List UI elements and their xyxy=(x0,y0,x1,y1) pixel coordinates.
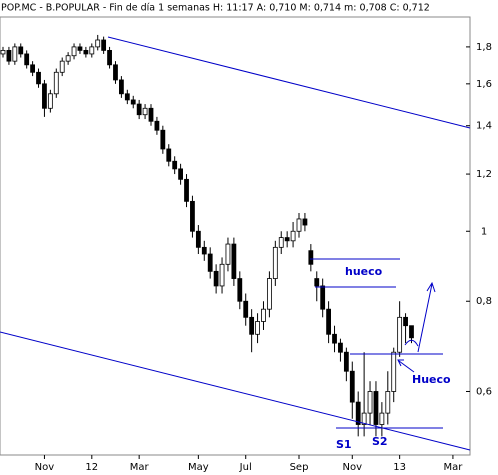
x-tick-label: Sep xyxy=(290,462,309,473)
candle-body xyxy=(338,342,343,353)
candle-body xyxy=(184,178,189,202)
candle-body xyxy=(308,250,314,265)
candle-body xyxy=(219,263,225,287)
candle-body xyxy=(124,93,130,101)
candle-body xyxy=(160,129,166,150)
candle-body xyxy=(397,316,403,353)
candle-body xyxy=(243,300,249,318)
candle-body xyxy=(148,107,154,122)
candle-body xyxy=(201,246,207,255)
candle-body xyxy=(255,321,260,335)
candle-body xyxy=(36,71,41,85)
candle-body xyxy=(284,237,290,242)
y-tick-label: 0,8 xyxy=(476,296,492,307)
candle-body xyxy=(130,99,136,105)
candle-body xyxy=(178,168,184,180)
candle-body xyxy=(166,148,172,162)
candle-body xyxy=(355,401,361,425)
candle-body xyxy=(107,49,112,66)
candle-body xyxy=(190,200,195,232)
x-tick-label: 12 xyxy=(85,462,98,473)
arrow xyxy=(417,281,436,353)
candle-body xyxy=(385,391,391,414)
candle-body xyxy=(278,237,284,248)
x-tick-label: Jul xyxy=(239,462,252,473)
candle-body xyxy=(213,270,219,287)
candle-body xyxy=(53,71,59,95)
y-tick-label: 1 xyxy=(481,226,487,237)
candle-body xyxy=(207,253,213,272)
arrow xyxy=(404,339,419,347)
chart-title: POP.MC - B.POPULAR - Fin de día 1 semana… xyxy=(1,3,430,14)
candle-body xyxy=(113,64,118,81)
candle-body xyxy=(0,49,6,55)
annotation: S2 xyxy=(372,435,388,448)
candle-body xyxy=(77,46,83,51)
candle-body xyxy=(296,218,302,232)
candle-body xyxy=(195,230,201,248)
candle-body xyxy=(83,49,89,55)
candle-body xyxy=(89,46,95,55)
candle-body xyxy=(326,308,332,335)
candle-body xyxy=(6,49,12,62)
x-tick-label: Nov xyxy=(35,462,55,473)
y-tick-label: 0,6 xyxy=(476,386,492,397)
candle-body xyxy=(42,83,47,109)
candle-body xyxy=(119,79,124,95)
candle-body xyxy=(290,230,296,242)
candle-body xyxy=(266,278,272,310)
candle-body xyxy=(373,391,379,425)
x-tick-label: Mar xyxy=(130,462,150,473)
plot-frame xyxy=(0,16,471,456)
candle-body xyxy=(18,46,24,55)
candle-body xyxy=(142,107,148,116)
x-tick-label: Mar xyxy=(443,462,463,473)
candle-body xyxy=(47,93,53,109)
candle-body xyxy=(30,64,36,73)
candle-body xyxy=(12,46,18,62)
candle-body xyxy=(172,160,178,170)
candle-body xyxy=(391,351,397,392)
candle-body xyxy=(403,316,408,327)
candle-body xyxy=(154,120,160,131)
candle-body xyxy=(225,243,231,265)
candle-body xyxy=(409,325,414,339)
candle-body xyxy=(379,412,385,425)
candle-body xyxy=(59,60,65,73)
candle-body xyxy=(101,39,107,51)
candle-body xyxy=(272,246,278,279)
channel-line xyxy=(0,331,471,451)
candle-body xyxy=(343,351,349,372)
candle-body xyxy=(249,316,255,335)
candle-body xyxy=(332,333,337,344)
candle-body xyxy=(261,308,266,322)
candle-body xyxy=(361,412,367,425)
annotation: Hueco xyxy=(412,373,451,386)
y-tick-label: 1,8 xyxy=(476,42,492,53)
annotation: S1 xyxy=(336,438,352,451)
x-tick-label: Nov xyxy=(343,462,363,473)
channel-line xyxy=(107,36,471,129)
candle-body xyxy=(367,391,373,414)
candle-body xyxy=(320,285,326,310)
candle-body xyxy=(349,370,355,403)
candle-body xyxy=(65,55,71,62)
candle-body xyxy=(136,103,142,116)
candle-body xyxy=(95,39,101,48)
y-tick-label: 1,2 xyxy=(476,169,492,180)
candle-body xyxy=(314,278,320,287)
candle-body xyxy=(71,46,77,57)
candle-body xyxy=(24,53,30,66)
y-tick-label: 1,6 xyxy=(476,79,492,90)
x-tick-label: May xyxy=(188,462,209,473)
candle-body xyxy=(237,278,243,302)
annotation: hueco xyxy=(345,265,383,278)
candle-body xyxy=(231,243,237,279)
x-tick-label: 13 xyxy=(393,462,406,473)
candle-body xyxy=(302,218,308,226)
arrow xyxy=(397,359,415,373)
y-tick-label: 1,4 xyxy=(476,121,492,132)
